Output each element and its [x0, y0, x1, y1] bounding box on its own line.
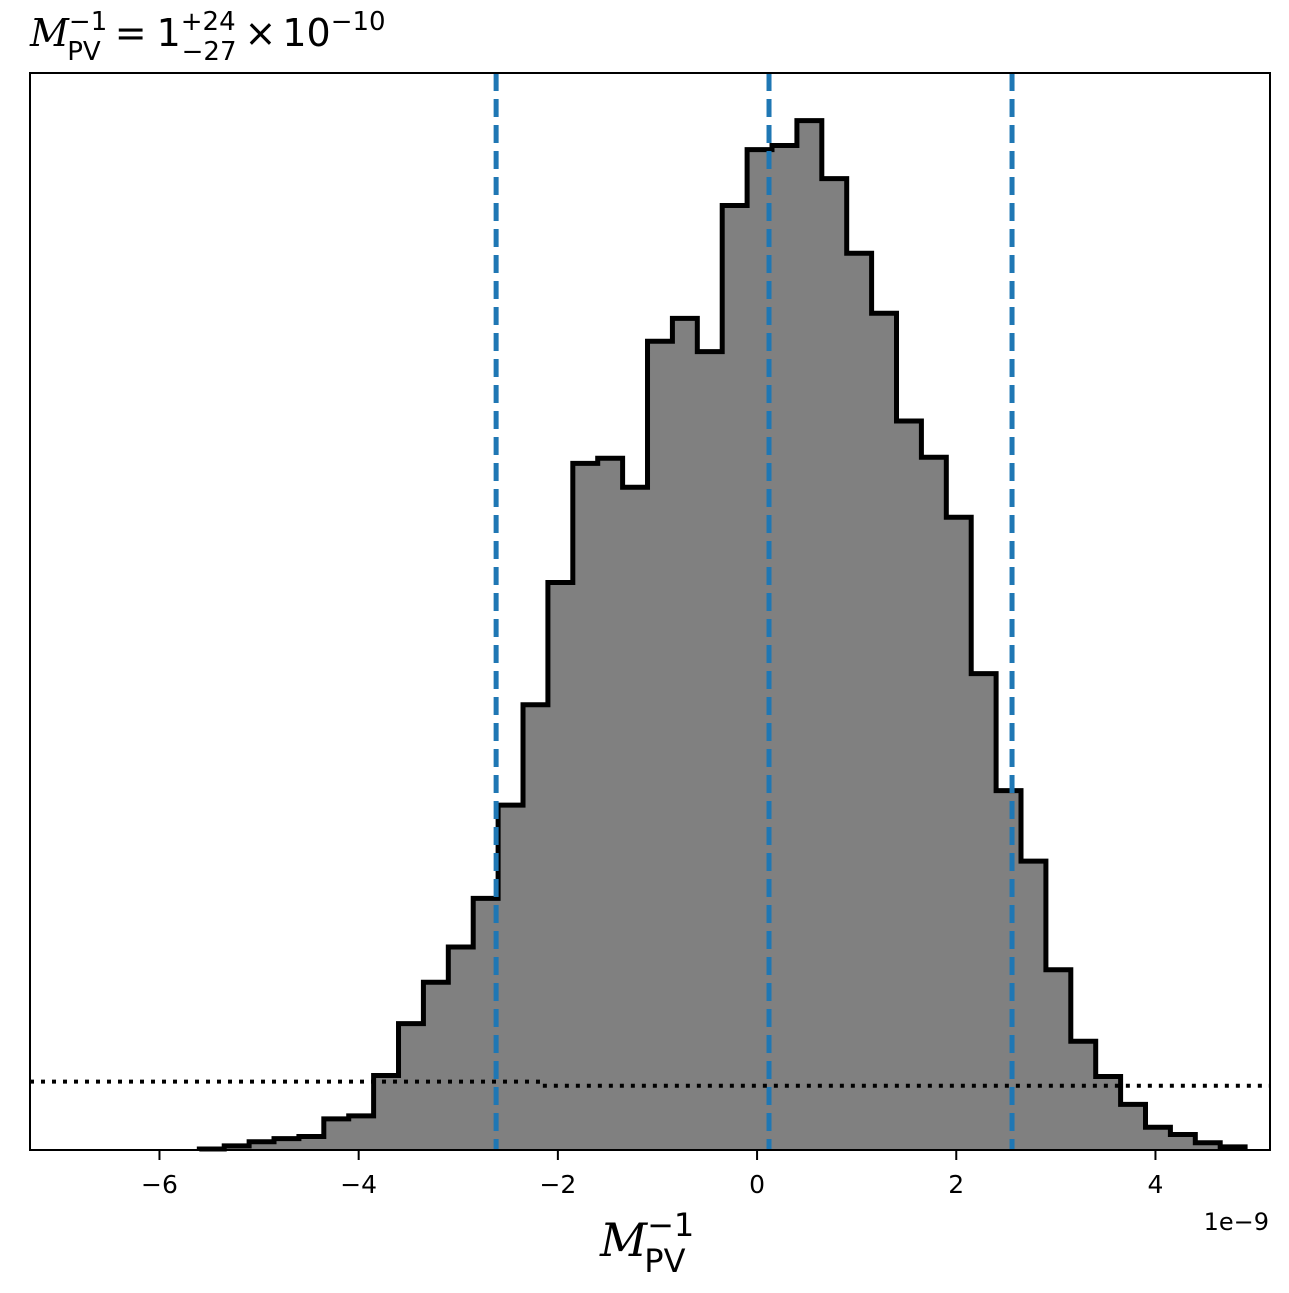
histogram-bar: [772, 145, 798, 1151]
histogram-bar: [298, 1136, 325, 1150]
histogram-bar: [622, 487, 649, 1150]
xlabel-symbol-sup: −1: [647, 1206, 694, 1244]
quantile-lines: [493, 73, 1015, 1150]
histogram-bar: [647, 341, 673, 1150]
title-exp-power: −10: [331, 7, 386, 37]
histogram-bar: [946, 517, 972, 1150]
histogram-bar: [323, 1118, 350, 1150]
x-ticks: −6 −4 −2 0 2 4: [141, 1150, 1163, 1199]
histogram-bar: [722, 205, 748, 1151]
title-equals: =: [115, 11, 147, 55]
histogram-bar: [274, 1138, 300, 1150]
histogram-bar: [1095, 1076, 1122, 1150]
histogram-bar: [896, 420, 922, 1150]
prior-line: [30, 1079, 1270, 1088]
title-symbol-sub: PV: [67, 37, 101, 67]
title-value: 1: [157, 11, 181, 55]
histogram-bars: [199, 120, 1246, 1151]
histogram-bar: [697, 351, 723, 1150]
histogram-bar: [423, 982, 449, 1150]
title-err-plus: +24: [181, 7, 236, 37]
x-tick-label: 2: [948, 1170, 964, 1199]
histogram-bar: [448, 947, 474, 1150]
histogram-bar: [921, 457, 947, 1150]
x-tick-label: −2: [539, 1170, 576, 1199]
title-err-minus: −27: [182, 37, 237, 67]
histogram-bar: [373, 1075, 400, 1150]
title-times: ×: [245, 11, 277, 55]
xlabel-symbol: M: [599, 1213, 649, 1267]
chart-title: M−1 PV = 1+24 −27 × 10−10: [29, 7, 386, 67]
histogram-bar: [572, 463, 599, 1151]
histogram-bar: [971, 673, 997, 1150]
histogram-bar: [1021, 861, 1047, 1150]
title-exp-base: 10: [282, 11, 330, 55]
histogram-bar: [249, 1141, 275, 1150]
histogram-outline: [196, 118, 1248, 1152]
x-tick-label: 4: [1148, 1170, 1164, 1199]
histogram-bar: [348, 1115, 375, 1150]
axes-frame: [29, 72, 1271, 1151]
x-tick-label: −6: [141, 1170, 178, 1199]
x-axis-label: M−1 PV: [599, 1206, 694, 1280]
x-tick-label: 0: [749, 1170, 765, 1199]
histogram-bar: [846, 253, 873, 1151]
xlabel-symbol-sub: PV: [644, 1242, 685, 1280]
histogram-bar: [547, 582, 574, 1150]
histogram-bar: [398, 1023, 424, 1150]
histogram-bar: [821, 178, 848, 1150]
histogram-bar: [523, 704, 549, 1150]
histogram-bar: [796, 120, 823, 1151]
histogram-bar: [1170, 1134, 1196, 1150]
histogram-bar: [871, 313, 898, 1150]
histogram-bar: [1120, 1104, 1147, 1150]
histogram-bar: [597, 458, 624, 1150]
title-symbol-sup: −1: [69, 7, 107, 37]
x-tick-label: −4: [340, 1170, 377, 1199]
histogram-bar: [498, 805, 524, 1150]
histogram-bar: [996, 790, 1022, 1150]
histogram-bar: [672, 318, 698, 1150]
histogram-bar: [1145, 1127, 1171, 1150]
x-offset-label: 1e−9: [1204, 1208, 1269, 1236]
histogram-bar: [1195, 1142, 1221, 1150]
title-symbol: M: [29, 11, 70, 55]
histogram-bar: [1045, 969, 1072, 1150]
histogram-bar: [1070, 1041, 1097, 1150]
